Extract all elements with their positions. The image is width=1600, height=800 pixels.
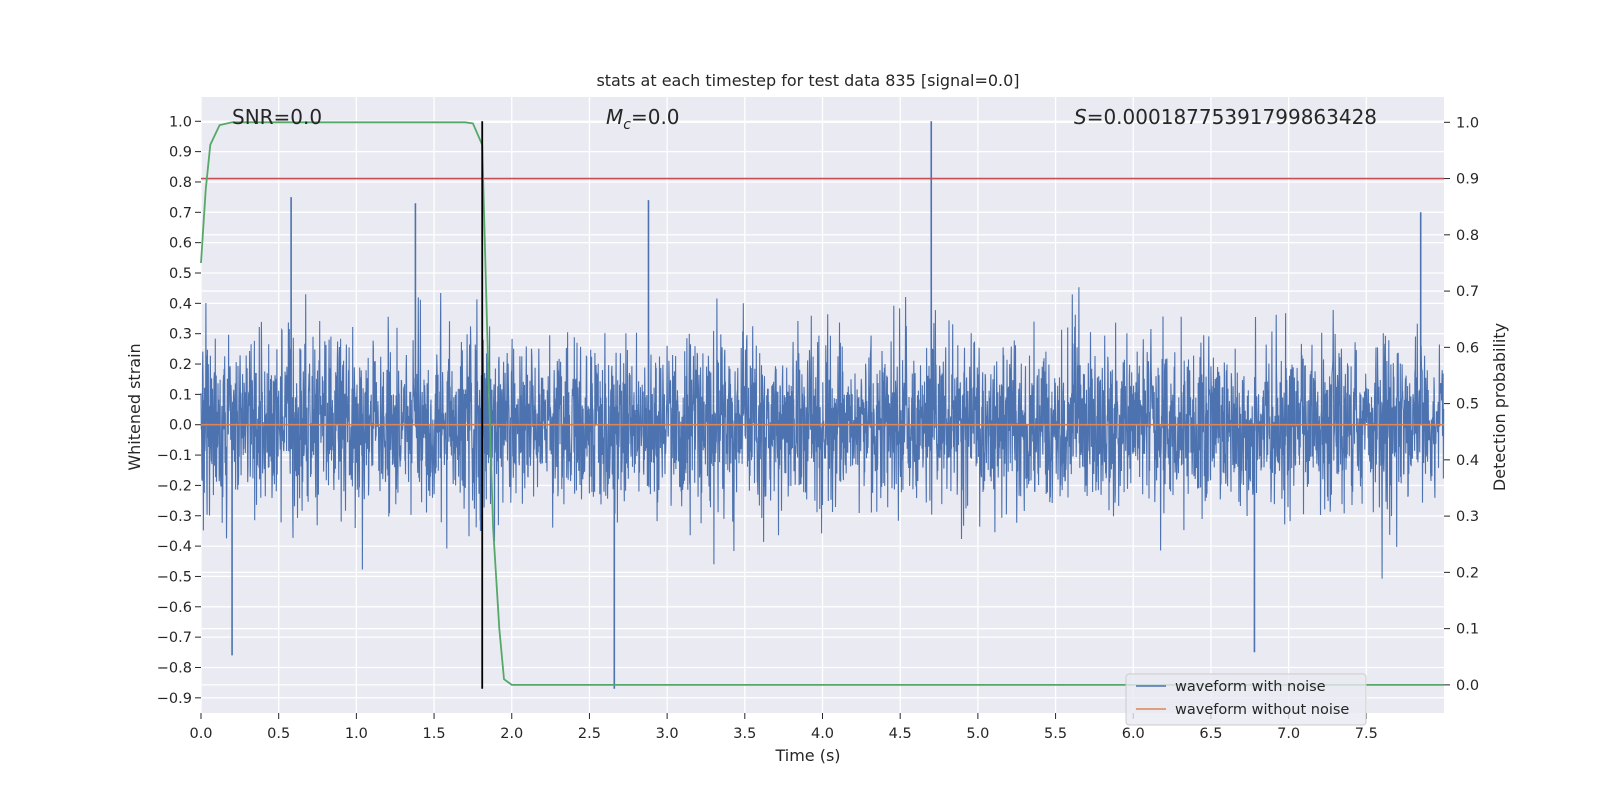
y-tick-label: 0.2 bbox=[169, 357, 192, 373]
y-tick-label: 0.7 bbox=[169, 205, 192, 221]
y2-tick-label: 1.0 bbox=[1456, 115, 1479, 131]
legend-label-noise: waveform with noise bbox=[1175, 679, 1326, 695]
x-tick-label: 3.5 bbox=[733, 726, 756, 742]
s-symbol: S bbox=[1074, 105, 1087, 129]
x-tick-label: 5.5 bbox=[1044, 726, 1067, 742]
probability-line bbox=[200, 121, 1444, 686]
y2-axis-label: Detection probability bbox=[1490, 323, 1509, 491]
y2-tick-label: 0.9 bbox=[1456, 172, 1479, 188]
x-tick-label: 6.0 bbox=[1122, 726, 1145, 742]
x-tick-label: 6.5 bbox=[1199, 726, 1222, 742]
x-tick-label: 0.5 bbox=[267, 726, 290, 742]
y-tick-label: −0.9 bbox=[157, 691, 192, 707]
y2-tick-label: 0.2 bbox=[1456, 565, 1479, 581]
y-tick-label: −0.5 bbox=[157, 569, 192, 585]
x-tick-label: 4.5 bbox=[889, 726, 912, 742]
y-axis-label: Whitened strain bbox=[125, 343, 144, 470]
x-tick-label: 3.0 bbox=[656, 726, 679, 742]
legend: waveform with noise waveform without noi… bbox=[1125, 673, 1367, 726]
x-tick-label: 2.0 bbox=[500, 726, 523, 742]
y2-tick-label: 0.3 bbox=[1456, 509, 1479, 525]
y2-tick-label: 0.7 bbox=[1456, 284, 1479, 300]
series-detection-probability bbox=[200, 121, 1444, 686]
mc-subscript: c bbox=[623, 117, 631, 133]
mc-symbol: M bbox=[606, 105, 623, 129]
y-axis-left: 1.0 0.9 0.8 0.7 0.6 0.5 0.4 0.3 0.2 0.1 0.0 −0.1 −0.… bbox=[157, 114, 201, 707]
y-tick-label: −0.7 bbox=[157, 630, 192, 646]
x-tick-label: 0.0 bbox=[189, 726, 212, 742]
y-tick-label: 0.4 bbox=[169, 296, 192, 312]
y-tick-label: −0.3 bbox=[157, 509, 192, 525]
x-axis: 0.0 0.5 1.0 1.5 2.0 2.5 3.0 3.5 4.0 4.5 5.0 5.5 6.0 6… bbox=[189, 713, 1378, 742]
series-waveform-with-noise bbox=[200, 121, 1445, 689]
y-tick-label: −0.6 bbox=[157, 600, 192, 616]
x-tick-label: 2.5 bbox=[578, 726, 601, 742]
legend-box bbox=[1125, 673, 1367, 726]
x-tick-label: 7.5 bbox=[1355, 726, 1378, 742]
y-tick-label: 0.3 bbox=[169, 327, 192, 343]
y-tick-label: 1.0 bbox=[169, 114, 192, 130]
y-tick-label: 0.5 bbox=[169, 266, 192, 282]
x-tick-label: 5.0 bbox=[966, 726, 989, 742]
y-tick-label: −0.1 bbox=[157, 448, 192, 464]
y-tick-label: 0.1 bbox=[169, 387, 192, 403]
y2-tick-label: 0.4 bbox=[1456, 453, 1479, 469]
mc-value: =0.0 bbox=[631, 105, 680, 129]
legend-label-clean: waveform without noise bbox=[1175, 702, 1349, 718]
snr-annotation: SNR=0.0 bbox=[232, 105, 322, 129]
x-axis-label: Time (s) bbox=[774, 746, 840, 765]
y2-tick-label: 0.6 bbox=[1456, 340, 1479, 356]
s-value: =0.00018775391799863428 bbox=[1087, 105, 1377, 129]
y-tick-label: −0.8 bbox=[157, 660, 192, 676]
x-tick-label: 7.0 bbox=[1277, 726, 1300, 742]
noise-waveform-line bbox=[200, 287, 1445, 579]
y-tick-label: −0.4 bbox=[157, 539, 192, 555]
s-annotation: S=0.00018775391799863428 bbox=[1074, 105, 1377, 129]
y2-tick-label: 0.5 bbox=[1456, 397, 1479, 413]
chart-title: stats at each timestep for test data 835… bbox=[596, 71, 1019, 90]
x-tick-label: 1.0 bbox=[345, 726, 368, 742]
x-tick-label: 1.5 bbox=[423, 726, 446, 742]
y-tick-label: 0.9 bbox=[169, 145, 192, 161]
y-tick-label: 0.8 bbox=[169, 175, 192, 191]
y-axis-right: 1.0 0.9 0.8 0.7 0.6 0.5 0.4 0.3 0.2 0.1 0.0 bbox=[1444, 115, 1479, 694]
y-tick-label: 0.0 bbox=[169, 418, 192, 434]
y-tick-label: −0.2 bbox=[157, 478, 192, 494]
y2-tick-label: 0.8 bbox=[1456, 228, 1479, 244]
mc-annotation: Mc=0.0 bbox=[606, 105, 680, 133]
y2-tick-label: 0.0 bbox=[1456, 678, 1479, 694]
y2-tick-label: 0.1 bbox=[1456, 622, 1479, 638]
x-tick-label: 4.0 bbox=[811, 726, 834, 742]
y-tick-label: 0.6 bbox=[169, 236, 192, 252]
